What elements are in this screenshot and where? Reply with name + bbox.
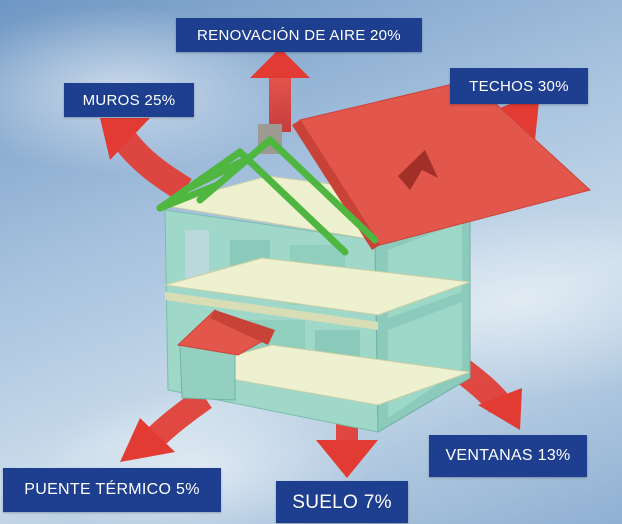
label-renovacion-aire: RENOVACIÓN DE AIRE 20% <box>176 18 422 52</box>
arrow-muros-icon <box>100 118 192 202</box>
roof-panel <box>299 79 592 246</box>
arrow-puente-icon <box>120 388 212 462</box>
floor-slab-edge <box>165 292 378 330</box>
roof-arrow-icon <box>398 150 438 190</box>
roof-ridge-edge <box>292 120 380 250</box>
annex-roof-edge <box>210 310 275 345</box>
floor-slab-middle <box>164 257 471 316</box>
window-opening <box>185 230 209 278</box>
label-puente-termico: PUENTE TÉRMICO 5% <box>3 468 221 512</box>
label-techos: TECHOS 30% <box>450 68 588 104</box>
label-muros: MUROS 25% <box>64 83 194 117</box>
label-suelo: SUELO 7% <box>276 481 408 523</box>
arrow-renovacion-icon <box>250 48 310 132</box>
label-ventanas: VENTANAS 13% <box>429 435 587 477</box>
roof-rafters <box>156 136 379 256</box>
